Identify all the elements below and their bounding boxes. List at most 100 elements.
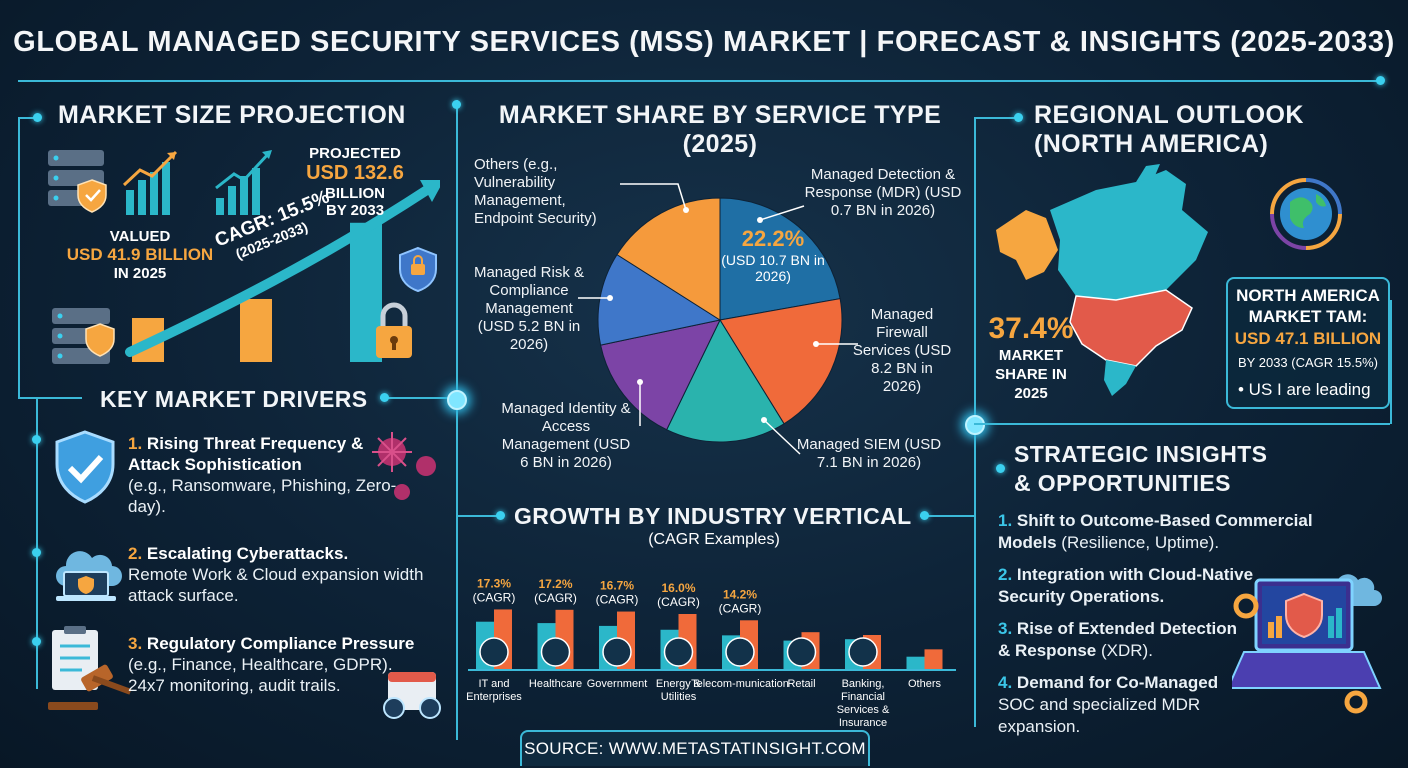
pie-heading-text: MARKET SHARE BY SERVICE TYPE: [498, 101, 942, 129]
category-label: Retail: [787, 678, 815, 690]
regional-share-value: 37.4%: [988, 312, 1074, 345]
connector-node: [447, 390, 467, 410]
globe-cycle-icon: [1270, 178, 1342, 250]
cagr-value-label: 16.7%: [600, 579, 634, 593]
insight-desc: SOC and specialized MDR expansion.: [998, 695, 1201, 736]
page-title: GLOBAL MANAGED SECURITY SERVICES (MSS) M…: [13, 26, 1395, 58]
bar-base: [906, 656, 925, 670]
cagr-value-label: 17.3%: [477, 576, 511, 590]
connector-line: [1390, 300, 1392, 424]
regional-share-label: MARKET SHARE IN 2025: [995, 347, 1067, 402]
tam-value: USD 47.1 BILLION: [1234, 329, 1382, 348]
service-share-pie-chart: [578, 183, 858, 455]
market-size-bar: [240, 299, 272, 362]
pie-slice: [600, 319, 721, 431]
growth-arrow-head: [420, 180, 440, 202]
cagr-tag-label: (CAGR): [719, 601, 762, 615]
connector-dot: [33, 113, 42, 122]
heart-pulse-icon: [540, 637, 571, 667]
insight-number: 1.: [998, 511, 1013, 530]
pie-slice: [616, 197, 721, 321]
insight-desc: (Resilience, Uptime).: [1061, 533, 1220, 552]
pie-label-others: Others (e.g., Vulnerability Management, …: [474, 156, 597, 227]
pie-leader-dots: [607, 207, 819, 423]
category-label: IT and: [479, 678, 510, 690]
cagr-tag-label: (CAGR): [657, 595, 700, 609]
growth-chart-icon: [122, 150, 178, 215]
industry-growth-bar-chart: 17.3%(CAGR)IT andEnterprises17.2%(CAGR)H…: [466, 576, 956, 728]
pie-label-siem: Managed SIEM (USD 7.1 BN in 2026): [796, 436, 942, 471]
connector-line: [456, 100, 458, 740]
category-label: Others: [908, 678, 942, 690]
connector-line: [18, 117, 20, 397]
connector-dot: [920, 511, 929, 520]
calendar-clock-icon: [383, 672, 441, 719]
valued-label: VALUED: [109, 228, 171, 245]
connector-line: [380, 397, 454, 399]
compliance-gavel-icon: [48, 626, 132, 710]
pie-mdr-inner: 22.2% (USD 10.7 BN in 2026): [718, 226, 828, 284]
pie-heading: MARKET SHARE BY SERVICE TYPE (2025): [490, 101, 950, 159]
tam-note: BY 2033 (CAGR 15.5%): [1238, 355, 1378, 370]
market-size-bars: [132, 222, 382, 362]
pie-slice: [719, 298, 843, 425]
driver-title: Regulatory Compliance Pressure: [146, 634, 415, 653]
bank-icon: [602, 637, 632, 667]
alaska-region: [996, 210, 1058, 280]
pie-slice: [666, 318, 785, 443]
growth-chart-icon: [215, 150, 272, 215]
connector-line: [18, 397, 82, 399]
mexico-region: [1104, 360, 1136, 396]
valued-value: USD 41.9 BILLION: [66, 245, 214, 264]
drivers-heading: KEY MARKET DRIVERS: [100, 386, 368, 412]
cagr-tag-label: (CAGR): [473, 590, 516, 604]
insight-item: 4. Demand for Co-Managed SOC and special…: [998, 672, 1238, 738]
driver-title: Rising Threat Frequency & Attack Sophist…: [128, 434, 364, 474]
category-label: Services &: [837, 704, 890, 716]
title-divider: [18, 80, 1380, 82]
regional-heading-1: REGIONAL OUTLOOK: [1034, 101, 1304, 129]
cagr-value-label: 16.0%: [661, 581, 695, 595]
projected-block: PROJECTED USD 132.6 BILLION BY 2033: [290, 145, 420, 219]
insight-title: Rise of Extended Detection & Response: [998, 619, 1238, 660]
driver-number: 3.: [128, 634, 143, 653]
connector-line: [974, 117, 1018, 119]
source-label: SOURCE: WWW.METASTATINSIGHT.COM: [520, 730, 870, 766]
pie-label-firewall: Managed Firewall Services (USD 8.2 BN in…: [852, 306, 952, 395]
laptop-icon: [479, 637, 509, 667]
driver-title: Escalating Cyberattacks.: [146, 544, 349, 563]
insights-heading-2: & OPPORTUNITIES: [1014, 470, 1231, 496]
category-label: Banking,: [842, 678, 885, 690]
category-label: Enterprises: [466, 691, 522, 703]
insights-heading-1: STRATEGIC INSIGHTS: [1014, 441, 1268, 467]
connector-line: [18, 117, 36, 119]
connector-dot: [32, 548, 41, 557]
connector-dot: [996, 464, 1005, 473]
valued-block: VALUED USD 41.9 BILLION IN 2025: [60, 228, 220, 282]
insights-heading: STRATEGIC INSIGHTS & OPPORTUNITIES: [1014, 440, 1267, 498]
category-label: Energy &: [656, 678, 702, 690]
pie-mdr-value: (USD 10.7 BN in 2026): [721, 252, 825, 284]
connector-line: [920, 515, 974, 517]
insight-item: 2. Integration with Cloud-Native Securit…: [998, 564, 1268, 608]
pie-subheading: (2025): [682, 130, 758, 158]
category-label: Insurance: [839, 717, 887, 728]
category-label: Government: [587, 678, 648, 690]
category-label: Healthcare: [529, 678, 582, 690]
server-icon: [52, 308, 115, 364]
tam-title: NORTH AMERICA MARKET TAM:: [1236, 286, 1380, 326]
driver-item: 1. Rising Threat Frequency & Attack Soph…: [128, 433, 398, 517]
driver-desc: (e.g., Ransomware, Phishing, Zero-day).: [128, 476, 397, 516]
driver-number: 1.: [128, 434, 143, 453]
basket-icon: [786, 637, 817, 667]
insight-item: 1. Shift to Outcome-Based Commercial Mod…: [998, 510, 1338, 554]
insight-number: 2.: [998, 565, 1013, 584]
market-size-heading: MARKET SIZE PROJECTION: [58, 101, 406, 129]
driver-item: 2. Escalating Cyberattacks. Remote Work …: [128, 543, 428, 606]
cagr-value-label: 17.2%: [538, 577, 572, 591]
insight-number: 3.: [998, 619, 1013, 638]
cagr-value-label: 14.2%: [723, 587, 757, 601]
regional-share-block: 37.4% MARKET SHARE IN 2025: [986, 312, 1076, 403]
pie-mdr-pct: 22.2%: [741, 226, 805, 251]
growth-subheading: (CAGR Examples): [648, 531, 780, 548]
